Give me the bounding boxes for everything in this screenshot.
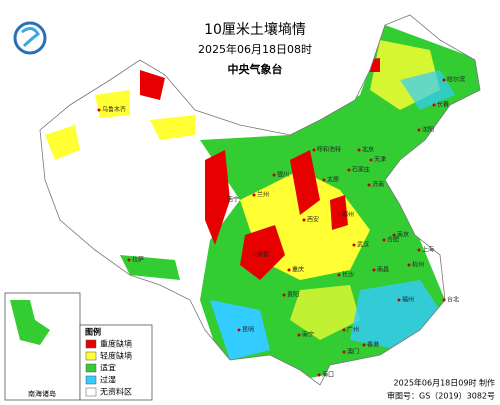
city-dot (392, 233, 396, 237)
city-label: 武汉 (357, 241, 369, 249)
city-label: 杭州 (412, 261, 424, 269)
footer-approval: 审图号：GS（2019）3082号 (387, 391, 495, 401)
city-dot (347, 168, 351, 172)
city-label: 长沙 (342, 271, 354, 279)
city-dot (287, 268, 291, 272)
city-label: 西宁 (227, 196, 239, 204)
city-dot (317, 373, 321, 377)
city-dot (382, 238, 386, 242)
legend-label: 轻度缺墒 (100, 351, 132, 361)
inset-land (10, 300, 50, 345)
city-label: 天津 (374, 157, 386, 164)
city-dot (322, 178, 326, 182)
city-dot (442, 78, 446, 82)
city-label: 重庆 (292, 266, 304, 274)
subtitle: 2025年06月18日08时 (198, 42, 312, 56)
city-label: 海口 (322, 371, 334, 379)
city-label: 贵阳 (287, 291, 299, 299)
city-dot (237, 328, 241, 332)
city-dot (417, 128, 421, 132)
city-label: 上海 (422, 246, 434, 254)
city-dot (337, 273, 341, 277)
legend-label: 适宜 (100, 363, 116, 373)
city-dot (372, 268, 376, 272)
city-dot (252, 253, 256, 257)
title: 10厘米土壤墒情 (204, 21, 306, 38)
city-dot (97, 108, 101, 112)
city-label: 呼和浩特 (317, 146, 341, 154)
footer-made: 2025年06月18日09时 制作 (394, 378, 495, 388)
city-dot (272, 173, 276, 177)
city-label: 西安 (307, 216, 319, 224)
city-dot (342, 350, 346, 354)
legend-swatch (85, 363, 97, 373)
city-label: 北京 (362, 146, 374, 154)
city-label: 乌鲁木齐 (102, 106, 126, 114)
city-label: 沈阳 (422, 126, 434, 134)
city-dot (417, 248, 421, 252)
city-label: 银川 (277, 171, 289, 179)
legend-swatch (85, 387, 97, 397)
city-dot (337, 213, 341, 217)
publisher: 中央气象台 (228, 62, 283, 76)
legend-label: 无资料区 (100, 387, 132, 397)
city-dot (252, 193, 256, 197)
city-dot (369, 158, 373, 162)
china-border (39, 14, 481, 386)
city-label: 福州 (402, 296, 414, 304)
city-dot (352, 243, 356, 247)
city-label: 兰州 (257, 191, 269, 199)
city-dot (407, 263, 411, 267)
city-dot (282, 293, 286, 297)
inset-label: 南海诸岛 (28, 389, 56, 398)
city-label: 广州 (347, 326, 359, 334)
city-label: 郑州 (342, 211, 354, 219)
city-dot (367, 183, 371, 187)
logo-mark (21, 27, 40, 48)
city-label: 石家庄 (352, 166, 370, 174)
legend-swatch (85, 351, 97, 361)
city-label: 香港 (367, 341, 379, 349)
city-dot (297, 333, 301, 337)
city-dot (312, 148, 316, 152)
city-label: 台北 (447, 296, 459, 304)
city-label: 哈尔滨 (447, 76, 465, 84)
city-dot (127, 258, 131, 262)
city-dot (442, 298, 446, 302)
city-dot (362, 343, 366, 347)
city-label: 合肥 (387, 236, 399, 244)
city-label: 澳门 (347, 348, 359, 356)
legend-swatch (85, 375, 97, 385)
city-label: 长春 (437, 101, 449, 109)
legend-frame (79, 324, 153, 401)
legend-title: 图例 (85, 327, 101, 337)
legend-label: 过湿 (100, 375, 116, 385)
city-dot (222, 198, 226, 202)
city-dot (397, 298, 401, 302)
city-label: 昆明 (242, 327, 254, 334)
city-label: 成都 (257, 251, 269, 259)
city-dot (357, 148, 361, 152)
city-label: 南京 (397, 231, 409, 239)
city-label: 南宁 (302, 331, 314, 339)
city-dot (302, 218, 306, 222)
legend-label: 重度缺墒 (100, 339, 132, 349)
city-label: 拉萨 (132, 256, 144, 264)
city-label: 太原 (327, 176, 339, 184)
city-dot (342, 328, 346, 332)
city-label: 济南 (372, 181, 384, 189)
city-label: 南昌 (377, 266, 389, 274)
city-dot (432, 103, 436, 107)
legend-swatch (85, 339, 97, 349)
